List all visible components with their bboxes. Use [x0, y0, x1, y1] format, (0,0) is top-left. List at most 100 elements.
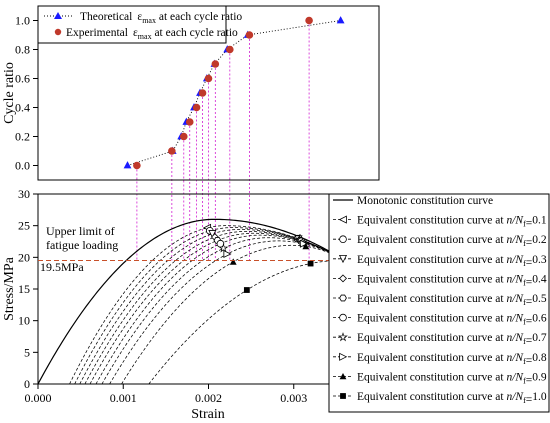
experimental-point	[305, 16, 313, 25]
legend-equivalent-prefix: Equivalent constitution curve at	[357, 254, 506, 266]
legend-n-symbol: n/N	[506, 273, 524, 285]
bottom-y-tick-label: 5	[24, 345, 30, 359]
experimental-point	[198, 89, 207, 97]
legend-f-subscript: f	[523, 298, 526, 307]
legend-equals-sign: =	[526, 316, 533, 328]
equivalent-curve	[95, 234, 346, 385]
legend-equivalent-marker	[338, 215, 347, 224]
experimental-point	[211, 60, 220, 68]
legend-equivalent-marker	[339, 352, 348, 361]
legend-f-subscript: f	[523, 259, 526, 268]
legend-equivalent-label: Equivalent constitution curve at n/Nf=0.…	[357, 371, 547, 386]
legend-equivalent-marker	[338, 255, 348, 264]
equivalent-curve-marker	[218, 243, 229, 253]
legend-item-theoretical: Theoretical εmax at each cycle ratio	[44, 11, 242, 25]
legend-theoretical-tail: at each cycle ratio	[156, 11, 242, 23]
experimental-point	[168, 147, 176, 155]
bottom-y-tick-label: 20	[18, 250, 30, 264]
legend-equivalent-label: Equivalent constitution curve at n/Nf=0.…	[357, 332, 547, 347]
legend-n-symbol: n/N	[506, 391, 524, 403]
legend-equivalent-prefix: Equivalent constitution curve at	[357, 293, 506, 305]
legend-equivalent-label: Equivalent constitution curve at n/Nf=0.…	[357, 234, 547, 249]
legend-monotonic-label: Monotonic constitution curve	[357, 195, 493, 207]
legend-f-subscript: f	[523, 239, 526, 248]
legend-ratio-value: 0.1	[532, 215, 547, 227]
bottom-legend: Monotonic constitution curve Equivalent c…	[328, 193, 550, 413]
legend-equivalent-marker	[339, 235, 347, 244]
legend-equivalent-label: Equivalent constitution curve at n/Nf=0.…	[357, 215, 547, 230]
legend-marker-triangle	[54, 12, 62, 19]
legend-equals-sign: =	[526, 296, 533, 308]
bottom-legend-box	[328, 193, 550, 413]
legend-equivalent-prefix: Equivalent constitution curve at	[357, 313, 506, 325]
equivalent-curve-marker	[299, 239, 309, 248]
legend-ratio-value: 0.5	[532, 293, 547, 305]
legend-equivalent-label: Equivalent constitution curve at n/Nf=1.…	[357, 391, 547, 406]
top-legend-box	[37, 5, 227, 44]
legend-ratio-value: 0.3	[532, 254, 547, 266]
bottom-y-tick-label: 10	[18, 314, 30, 328]
bottom-y-tick-label: 15	[18, 282, 30, 296]
legend-ratio-value: 0.7	[532, 332, 547, 344]
legend-n-symbol: n/N	[506, 234, 524, 246]
legend-ratio-value: 0.4	[532, 273, 547, 285]
equivalent-curve-marker	[302, 242, 310, 250]
fatigue-label-line1: Upper limit of	[46, 224, 115, 238]
top-y-tick-label: 0.2	[15, 130, 30, 144]
legend-n-symbol: n/N	[506, 332, 524, 344]
legend-equivalent-marker	[339, 294, 347, 302]
legend-equivalent-prefix: Equivalent constitution curve at	[357, 332, 506, 344]
legend-ratio-value: 0.9	[532, 371, 547, 383]
equivalent-curve-marker	[243, 287, 250, 293]
top-y-tick-label: 0.0	[15, 159, 30, 173]
legend-equivalent-marker	[338, 332, 348, 342]
bottom-x-tick-label: 0.000	[25, 391, 52, 405]
legend-equals-sign: =	[526, 218, 533, 230]
legend-n-symbol: n/N	[506, 293, 524, 305]
legend-experimental-eps: ε	[133, 27, 138, 39]
equivalent-curve-marker	[229, 258, 237, 265]
legend-equivalent-prefix: Equivalent constitution curve at	[357, 371, 506, 383]
legend-marker-circle	[54, 28, 62, 36]
theoretical-point	[336, 16, 345, 24]
legend-equivalent-prefix: Equivalent constitution curve at	[357, 352, 506, 364]
legend-n-symbol: n/N	[506, 371, 524, 383]
equivalent-curve-marker	[208, 230, 217, 239]
legend-equals-sign: =	[526, 394, 533, 406]
legend-f-subscript: f	[523, 396, 526, 405]
legend-item-experimental: Experimental εmax at each cycle ratio	[54, 27, 238, 41]
legend-ratio-value: 0.2	[532, 234, 547, 246]
legend-n-symbol: n/N	[506, 352, 524, 364]
experimental-point	[192, 103, 201, 112]
experimental-point	[245, 31, 254, 39]
bottom-x-axis-label: Strain	[191, 407, 224, 422]
legend-f-subscript: f	[523, 220, 526, 229]
theoretical-point	[123, 161, 132, 169]
experimental-point	[133, 161, 141, 170]
legend-equivalent-marker	[339, 313, 347, 322]
legend-equivalent-label: Equivalent constitution curve at n/Nf=0.…	[357, 313, 547, 328]
legend-equivalent-marker	[339, 274, 347, 283]
legend-equals-sign: =	[526, 276, 533, 288]
experimental-point	[226, 45, 234, 54]
top-legend: Theoretical εmax at each cycle ratio Expe…	[37, 5, 242, 44]
equivalent-curve	[89, 232, 346, 385]
legend-equals-sign: =	[526, 237, 533, 249]
top-y-axis-label: Cycle ratio	[2, 62, 17, 124]
legend-experimental-sub: max	[138, 32, 152, 41]
bottom-x-tick-label: 0.003	[280, 391, 307, 405]
legend-ratio-value: 0.8	[532, 352, 547, 364]
top-y-tick-label: 0.8	[15, 43, 30, 57]
legend-equals-sign: =	[526, 374, 533, 386]
legend-ratio-value: 0.6	[532, 313, 547, 325]
experimental-point	[185, 118, 194, 126]
constitution-curves	[37, 218, 346, 385]
monotonic-curve	[37, 218, 346, 385]
legend-experimental-name: Experimental	[66, 27, 128, 39]
top-series-group	[123, 16, 345, 170]
legend-f-subscript: f	[523, 357, 526, 366]
equivalent-curve	[79, 229, 346, 385]
legend-equivalent-prefix: Equivalent constitution curve at	[357, 234, 506, 246]
equivalent-curve-marker	[223, 249, 232, 259]
